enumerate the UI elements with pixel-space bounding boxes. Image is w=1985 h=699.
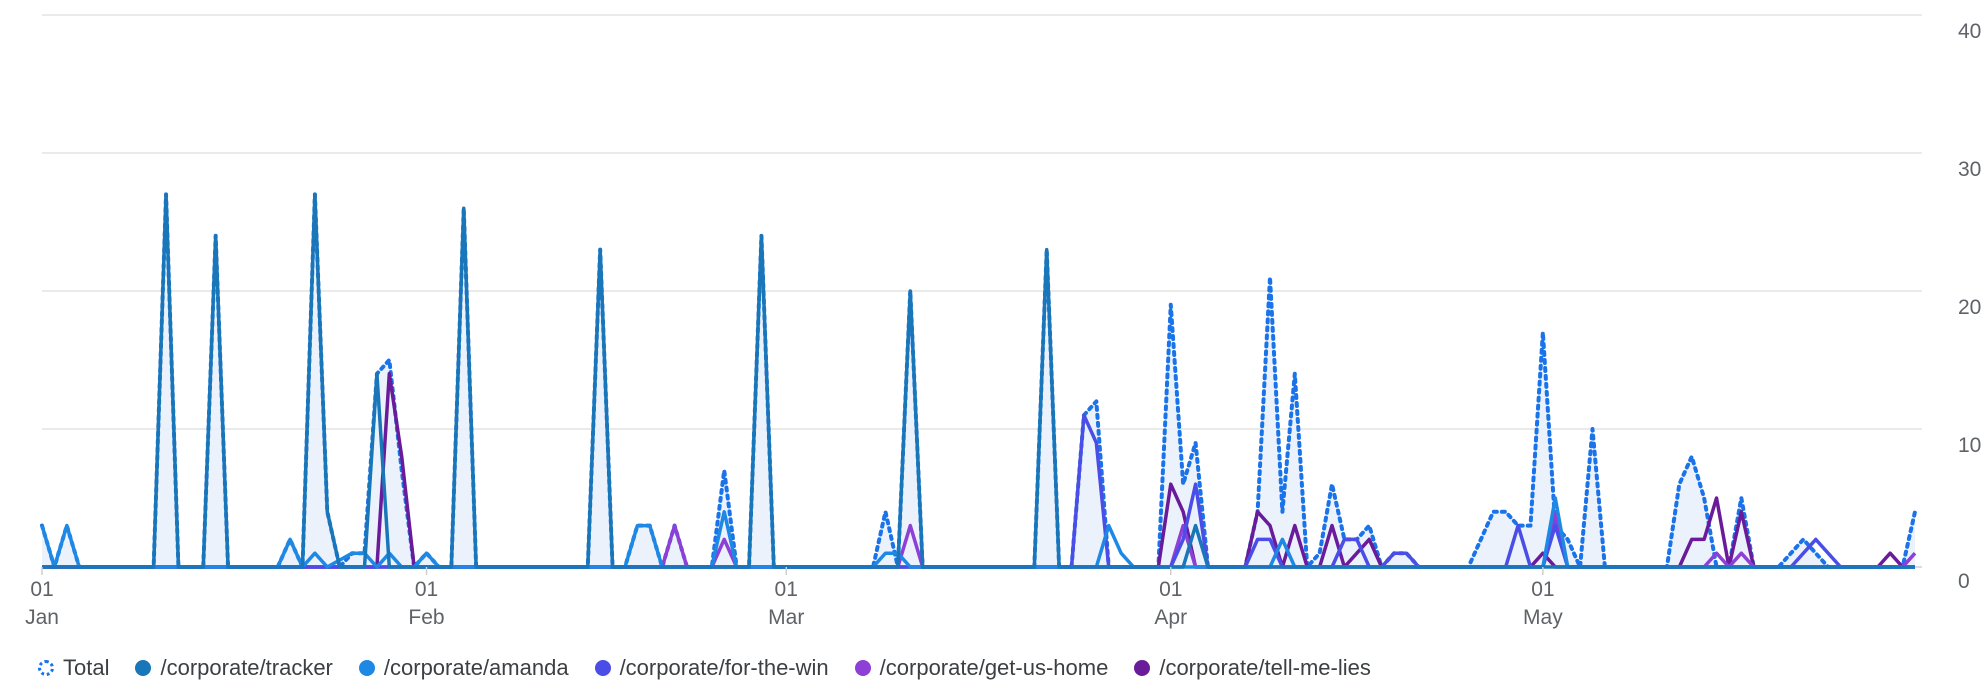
x-tick-day-label: 01 xyxy=(1531,578,1554,601)
legend-item[interactable]: /corporate/tracker xyxy=(135,655,332,681)
y-tick-label: 20 xyxy=(1958,296,1981,319)
x-tick-day-label: 01 xyxy=(1159,578,1182,601)
line-chart: 0 10 20 30 40 01 Jan 01 Feb 01 Mar 01 Apr 01 May xyxy=(0,0,1985,640)
legend-label: Total xyxy=(63,655,109,681)
legend-swatch xyxy=(855,660,871,676)
legend-item[interactable]: /corporate/tell-me-lies xyxy=(1134,655,1371,681)
chart-legend: Total/corporate/tracker/corporate/amanda… xyxy=(38,650,1371,686)
legend-label: /corporate/tell-me-lies xyxy=(1159,655,1371,681)
legend-swatch xyxy=(1134,660,1150,676)
x-axis-ticks: 01 Jan 01 Feb 01 Mar 01 Apr 01 May xyxy=(25,567,1563,629)
x-tick-month-label: May xyxy=(1523,606,1563,629)
legend-item[interactable]: /corporate/for-the-win xyxy=(595,655,829,681)
legend-label: /corporate/for-the-win xyxy=(620,655,829,681)
x-tick-month-label: Apr xyxy=(1154,606,1187,629)
x-tick-month-label: Mar xyxy=(768,606,804,629)
y-tick-label: 10 xyxy=(1958,434,1981,457)
x-tick-day-label: 01 xyxy=(415,578,438,601)
legend-swatch xyxy=(595,660,611,676)
legend-label: /corporate/amanda xyxy=(384,655,569,681)
x-tick-day-label: 01 xyxy=(775,578,798,601)
x-tick-month-label: Feb xyxy=(408,606,444,629)
legend-swatch xyxy=(38,660,54,676)
legend-label: /corporate/get-us-home xyxy=(880,655,1109,681)
legend-swatch xyxy=(135,660,151,676)
legend-item[interactable]: /corporate/amanda xyxy=(359,655,569,681)
legend-swatch xyxy=(359,660,375,676)
y-tick-label: 0 xyxy=(1958,570,1970,593)
y-tick-label: 30 xyxy=(1958,158,1981,181)
legend-item[interactable]: /corporate/get-us-home xyxy=(855,655,1109,681)
y-axis-ticks: 0 10 20 30 40 xyxy=(1958,20,1981,593)
x-tick-month-label: Jan xyxy=(25,606,59,629)
x-tick-day-label: 01 xyxy=(30,578,53,601)
y-tick-label: 40 xyxy=(1958,20,1981,43)
legend-label: /corporate/tracker xyxy=(160,655,332,681)
legend-item[interactable]: Total xyxy=(38,655,109,681)
